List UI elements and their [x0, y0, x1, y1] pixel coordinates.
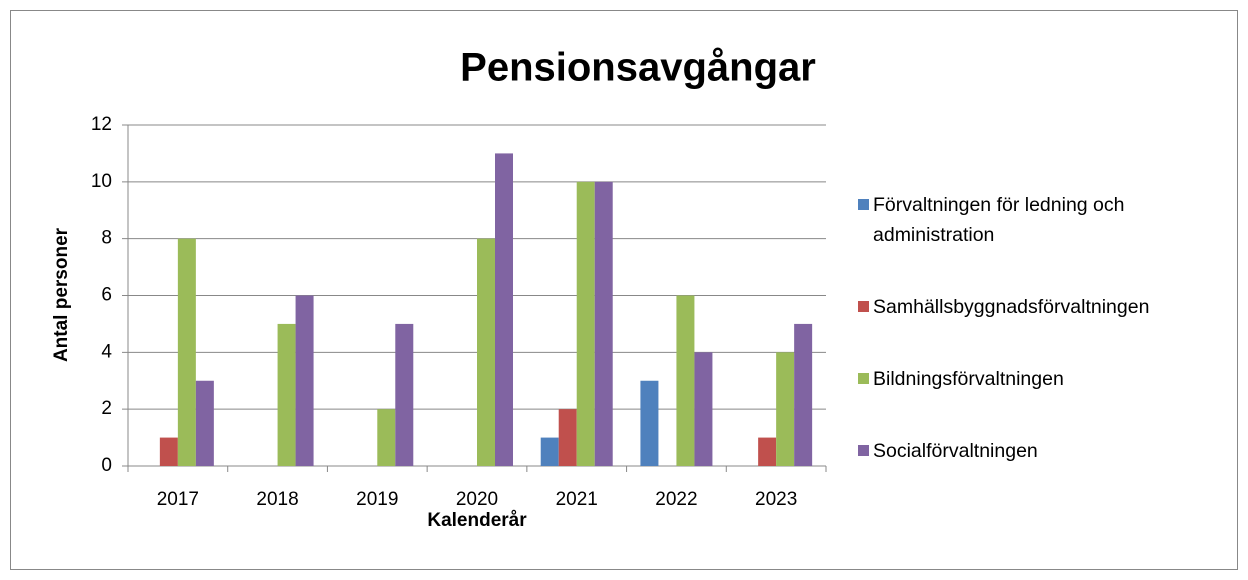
x-tick-label: 2017	[157, 489, 199, 510]
y-tick-label: 12	[91, 114, 112, 135]
bar	[159, 437, 178, 466]
x-axis-label: Kalenderår	[427, 510, 527, 531]
bar	[794, 323, 813, 466]
y-tick-label: 2	[101, 398, 112, 419]
chart-border	[10, 10, 1238, 570]
bar	[277, 323, 296, 466]
bar	[195, 380, 214, 466]
legend-swatch	[858, 199, 869, 210]
bar	[640, 380, 659, 466]
x-tick-label: 2019	[356, 489, 398, 510]
y-tick-label: 8	[101, 228, 112, 249]
legend-item: Förvaltningen för ledning och administra…	[858, 190, 1238, 250]
bar	[295, 295, 314, 466]
legend-swatch	[858, 445, 869, 456]
y-axis-label: Antal personer	[51, 227, 72, 362]
x-tick-label: 2022	[655, 489, 697, 510]
legend-label: Bildningsförvaltningen	[873, 368, 1064, 390]
bar	[594, 181, 613, 467]
legend-label: Förvaltningen för ledning och administra…	[873, 194, 1125, 246]
bar	[694, 352, 713, 466]
y-tick-label: 4	[101, 341, 112, 362]
x-tick-label: 2023	[755, 489, 797, 510]
bar	[558, 409, 577, 466]
x-tick-label: 2018	[256, 489, 298, 510]
legend-item: Socialförvaltningen	[858, 436, 1238, 466]
bar	[477, 238, 495, 466]
y-tick-label: 10	[91, 171, 112, 192]
bar	[676, 295, 695, 466]
legend-swatch	[858, 373, 869, 384]
bar	[776, 352, 795, 466]
bar	[758, 437, 777, 466]
bar	[495, 153, 513, 466]
y-tick-label: 0	[101, 455, 112, 476]
legend-label: Samhällsbyggnadsförvaltningen	[873, 296, 1150, 318]
bar	[576, 181, 595, 467]
legend: Förvaltningen för ledning och administra…	[858, 190, 1238, 508]
legend-item: Bildningsförvaltningen	[858, 364, 1238, 394]
bar	[377, 409, 396, 466]
legend-swatch	[858, 301, 869, 312]
y-tick-label: 6	[101, 285, 112, 306]
bar	[540, 437, 559, 466]
x-tick-label: 2020	[456, 489, 498, 510]
chart-title: Pensionsavgångar	[460, 46, 816, 90]
bar	[177, 238, 196, 466]
x-tick-label: 2021	[556, 489, 598, 510]
legend-item: Samhällsbyggnadsförvaltningen	[858, 292, 1238, 322]
legend-label: Socialförvaltningen	[873, 440, 1038, 462]
bar	[395, 323, 414, 466]
